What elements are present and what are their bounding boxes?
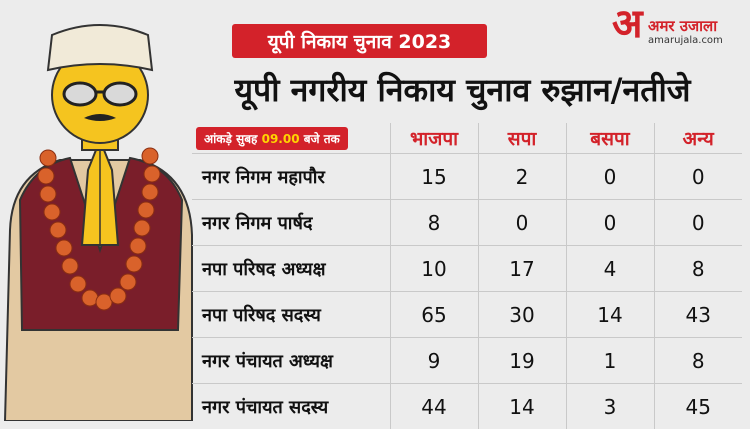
- table-cell: 65: [390, 292, 478, 338]
- table-row: नगर निगम महापौर 15 2 0 0: [192, 154, 742, 200]
- page-title: यूपी नगरीय निकाय चुनाव रुझान/नतीजे: [180, 68, 745, 111]
- table-cell: 0: [654, 154, 742, 200]
- table-cell: 0: [566, 154, 654, 200]
- logo-mark: अ: [612, 4, 643, 44]
- table-cell: 19: [478, 338, 566, 384]
- row-label: नपा परिषद सदस्य: [192, 292, 390, 338]
- table-cell: 8: [654, 246, 742, 292]
- table-cell: 45: [654, 384, 742, 429]
- table-cell: 44: [390, 384, 478, 429]
- table-cell: 14: [478, 384, 566, 429]
- row-label: नगर पंचायत सदस्य: [192, 384, 390, 429]
- table-cell: 15: [390, 154, 478, 200]
- table-cell: 30: [478, 292, 566, 338]
- table-cell: 4: [566, 246, 654, 292]
- politician-illustration: [0, 0, 200, 421]
- column-header-others: अन्य: [654, 123, 742, 154]
- row-label: नगर निगम महापौर: [192, 154, 390, 200]
- table-cell: 8: [654, 338, 742, 384]
- note-prefix: आंकड़े सुबह: [204, 132, 257, 146]
- table-cell: 43: [654, 292, 742, 338]
- table-cell: 0: [478, 200, 566, 246]
- election-badge: यूपी निकाय चुनाव 2023: [232, 24, 487, 58]
- column-header-sp: सपा: [478, 123, 566, 154]
- logo-url: amarujala.com: [648, 35, 723, 46]
- table-row: नपा परिषद सदस्य 65 30 14 43: [192, 292, 742, 338]
- table-header-row: आंकड़े सुबह 09.00 बजे तक भाजपा सपा बसपा …: [192, 123, 742, 154]
- table-row: नपा परिषद अध्यक्ष 10 17 4 8: [192, 246, 742, 292]
- table-row: नगर निगम पार्षद 8 0 0 0: [192, 200, 742, 246]
- data-time-badge: आंकड़े सुबह 09.00 बजे तक: [196, 127, 348, 150]
- note-suffix: बजे तक: [304, 132, 340, 146]
- table-cell: 0: [566, 200, 654, 246]
- table-row: नगर पंचायत अध्यक्ष 9 19 1 8: [192, 338, 742, 384]
- table-cell: 8: [390, 200, 478, 246]
- row-label: नपा परिषद अध्यक्ष: [192, 246, 390, 292]
- row-label: नगर निगम पार्षद: [192, 200, 390, 246]
- data-time-note: आंकड़े सुबह 09.00 बजे तक: [192, 123, 390, 154]
- column-header-bsp: बसपा: [566, 123, 654, 154]
- table-row: नगर पंचायत सदस्य 44 14 3 45: [192, 384, 742, 429]
- table-cell: 14: [566, 292, 654, 338]
- table-cell: 10: [390, 246, 478, 292]
- results-table: आंकड़े सुबह 09.00 बजे तक भाजपा सपा बसपा …: [192, 123, 742, 429]
- logo-name: अमर उजाला: [648, 16, 717, 36]
- table-cell: 17: [478, 246, 566, 292]
- table-cell: 3: [566, 384, 654, 429]
- table-cell: 9: [390, 338, 478, 384]
- table-cell: 0: [654, 200, 742, 246]
- row-label: नगर पंचायत अध्यक्ष: [192, 338, 390, 384]
- table-cell: 2: [478, 154, 566, 200]
- column-header-bjp: भाजपा: [390, 123, 478, 154]
- note-time: 09.00: [262, 132, 300, 146]
- amar-ujala-logo: अ अमर उजाला amarujala.com: [612, 10, 737, 50]
- table-cell: 1: [566, 338, 654, 384]
